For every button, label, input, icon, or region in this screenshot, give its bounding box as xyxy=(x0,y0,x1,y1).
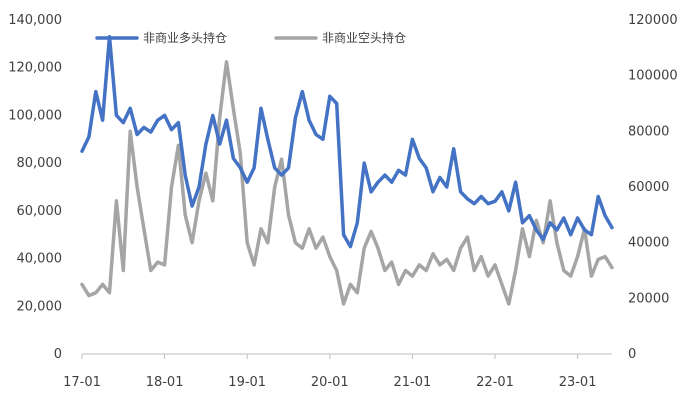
left-y-axis: 0 20,000 40,000 60,000 80,000 100,000 120,000 1… xyxy=(8,13,62,362)
left-y-tick-label: 20,000 xyxy=(17,299,63,314)
left-y-tick-label: 40,000 xyxy=(17,252,63,267)
legend-label: 非商业空头持仓 xyxy=(322,30,406,45)
x-tick-label: 22-01 xyxy=(476,375,514,390)
series-layer xyxy=(80,34,614,306)
right-y-tick-label: 0 xyxy=(628,347,636,362)
left-y-tick-label: 100,000 xyxy=(8,108,62,123)
left-y-tick-label: 120,000 xyxy=(8,61,62,76)
x-axis: 17-01 18-01 19-01 20-01 21-01 22-01 23-01 xyxy=(63,353,612,390)
right-y-tick-label: 100000 xyxy=(628,69,678,84)
x-tick-label: 17-01 xyxy=(63,375,101,390)
left-y-tick-label: 60,000 xyxy=(17,204,63,219)
x-tick-label: 21-01 xyxy=(393,375,431,390)
legend: 非商业多头持仓 非商业空头持仓 xyxy=(95,30,406,45)
long-position-line xyxy=(80,34,614,249)
short-position-line xyxy=(80,60,614,306)
right-y-tick-label: 120000 xyxy=(628,13,678,28)
right-y-tick-label: 20000 xyxy=(628,291,669,306)
right-y-tick-label: 40000 xyxy=(628,236,669,251)
right-y-axis: 0 20000 40000 60000 80000 100000 120000 xyxy=(628,13,678,362)
right-y-tick-label: 60000 xyxy=(628,180,669,195)
x-tick-label: 23-01 xyxy=(559,375,597,390)
left-y-tick-label: 140,000 xyxy=(8,13,62,28)
x-tick-label: 18-01 xyxy=(146,375,184,390)
left-y-tick-label: 80,000 xyxy=(17,156,63,171)
x-tick-label: 19-01 xyxy=(228,375,266,390)
left-y-tick-label: 0 xyxy=(54,347,62,362)
x-tick-label: 20-01 xyxy=(311,375,349,390)
legend-label: 非商业多头持仓 xyxy=(143,30,227,45)
right-y-tick-label: 80000 xyxy=(628,124,669,139)
